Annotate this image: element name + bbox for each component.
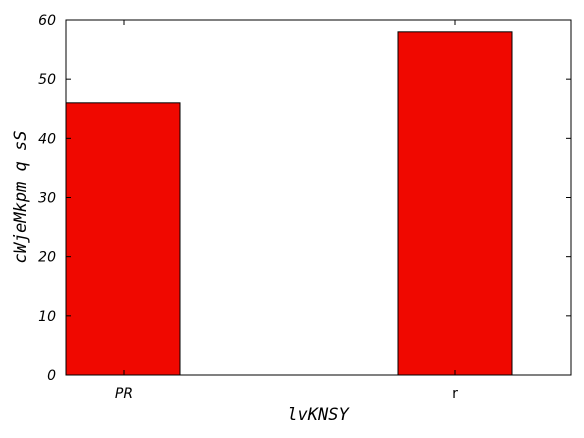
y-tick-label: 20 xyxy=(38,250,56,266)
y-tick-label: 40 xyxy=(38,131,56,147)
tick-labels-group: PR r 0 10 20 30 40 50 60 xyxy=(38,13,458,402)
y-tick-label: 0 xyxy=(47,368,56,384)
bar-PR xyxy=(65,102,181,376)
bars-group xyxy=(65,31,513,376)
y-axis-title: cWjeMkpm q sS xyxy=(11,130,31,263)
y-tick-label: 30 xyxy=(38,191,56,207)
x-axis-title: lvKNSY xyxy=(287,405,350,425)
ticks-group xyxy=(66,19,571,376)
y-tick-label: 50 xyxy=(38,72,56,88)
bar-r xyxy=(397,31,513,376)
y-tick-label: 10 xyxy=(38,309,56,325)
x-tick-label: r xyxy=(452,386,458,402)
x-tick-label: PR xyxy=(115,386,133,402)
y-tick-label: 60 xyxy=(38,13,56,29)
